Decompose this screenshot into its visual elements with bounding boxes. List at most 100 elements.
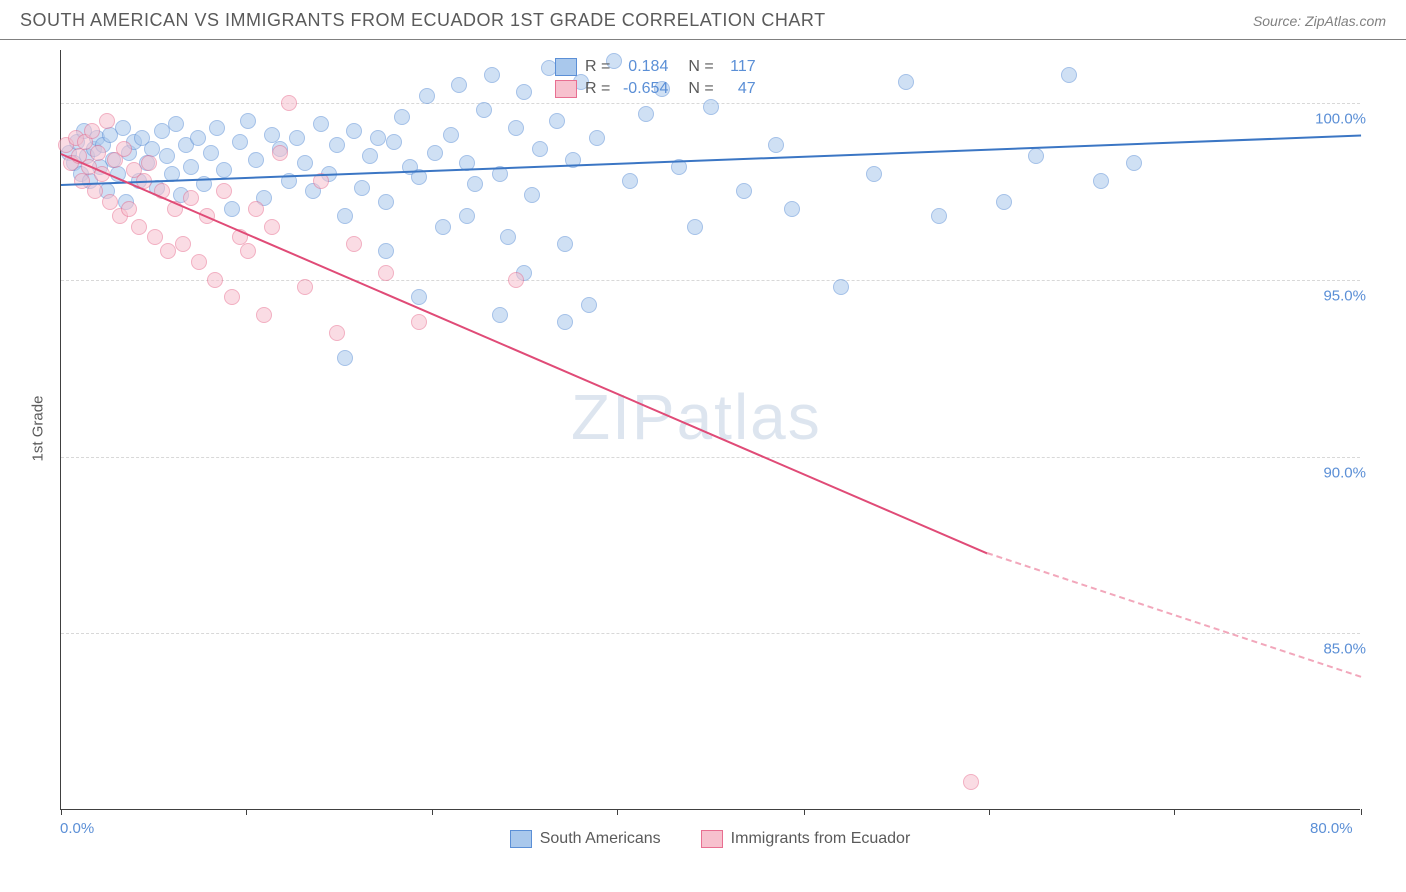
data-point <box>687 219 703 235</box>
data-point <box>866 166 882 182</box>
r-value: -0.654 <box>618 80 668 98</box>
trend-line <box>61 153 988 554</box>
data-point <box>329 325 345 341</box>
legend-bottom: South Americans Immigrants from Ecuador <box>60 822 1360 848</box>
data-point <box>183 190 199 206</box>
data-point <box>116 141 132 157</box>
data-point <box>508 272 524 288</box>
data-point <box>190 130 206 146</box>
data-point <box>451 77 467 93</box>
legend-swatch <box>701 830 723 848</box>
data-point <box>248 152 264 168</box>
data-point <box>784 201 800 217</box>
data-point <box>1093 173 1109 189</box>
data-point <box>337 350 353 366</box>
gridline-h <box>61 633 1360 634</box>
n-label: N = <box>688 80 713 98</box>
x-tick-mark <box>246 809 247 815</box>
data-point <box>996 194 1012 210</box>
data-point <box>224 201 240 217</box>
trend-line-dashed <box>987 552 1361 678</box>
data-point <box>500 229 516 245</box>
legend-item: Immigrants from Ecuador <box>701 830 911 848</box>
data-point <box>115 120 131 136</box>
y-tick-label: 100.0% <box>1313 111 1368 128</box>
x-tick-mark <box>61 809 62 815</box>
data-point <box>931 208 947 224</box>
data-point <box>386 134 402 150</box>
data-point <box>524 187 540 203</box>
data-point <box>329 137 345 153</box>
data-point <box>183 159 199 175</box>
data-point <box>87 183 103 199</box>
data-point <box>378 265 394 281</box>
data-point <box>362 148 378 164</box>
data-point <box>435 219 451 235</box>
data-point <box>768 137 784 153</box>
data-point <box>411 289 427 305</box>
data-point <box>1126 155 1142 171</box>
data-point <box>394 109 410 125</box>
data-point <box>216 162 232 178</box>
correlation-legend-row: R =0.184N =117 <box>555 58 756 76</box>
plot-area: 85.0%90.0%95.0%100.0%ZIPatlasR =0.184N =… <box>60 50 1360 810</box>
data-point <box>224 289 240 305</box>
data-point <box>272 145 288 161</box>
data-point <box>833 279 849 295</box>
data-point <box>581 297 597 313</box>
data-point <box>346 236 362 252</box>
data-point <box>131 219 147 235</box>
r-label: R = <box>585 80 610 98</box>
legend-swatch <box>510 830 532 848</box>
data-point <box>898 74 914 90</box>
x-tick-mark <box>989 809 990 815</box>
data-point <box>557 236 573 252</box>
data-point <box>516 84 532 100</box>
data-point <box>492 307 508 323</box>
data-point <box>102 194 118 210</box>
data-point <box>168 116 184 132</box>
data-point <box>141 155 157 171</box>
data-point <box>154 123 170 139</box>
data-point <box>191 254 207 270</box>
data-point <box>378 243 394 259</box>
legend-item: South Americans <box>510 830 661 848</box>
data-point <box>467 176 483 192</box>
x-tick-mark <box>432 809 433 815</box>
data-point <box>508 120 524 136</box>
gridline-h <box>61 457 1360 458</box>
data-point <box>281 95 297 111</box>
n-label: N = <box>688 58 713 76</box>
data-point <box>736 183 752 199</box>
data-point <box>216 183 232 199</box>
legend-swatch <box>555 58 577 76</box>
data-point <box>264 219 280 235</box>
r-value: 0.184 <box>618 58 668 76</box>
correlation-legend-row: R = -0.654 N = 47 <box>555 80 756 98</box>
chart-container: 1st Grade 85.0%90.0%95.0%100.0%ZIPatlasR… <box>60 50 1386 810</box>
data-point <box>1061 67 1077 83</box>
data-point <box>313 116 329 132</box>
x-tick-mark <box>1174 809 1175 815</box>
data-point <box>232 134 248 150</box>
data-point <box>354 180 370 196</box>
data-point <box>532 141 548 157</box>
data-point <box>638 106 654 122</box>
y-tick-label: 85.0% <box>1321 641 1368 658</box>
data-point <box>159 148 175 164</box>
legend-swatch <box>555 80 577 98</box>
data-point <box>240 113 256 129</box>
data-point <box>557 314 573 330</box>
gridline-h <box>61 280 1360 281</box>
correlation-legend: R =0.184N =117R =-0.654N =47 <box>555 58 756 98</box>
data-point <box>203 145 219 161</box>
data-point <box>427 145 443 161</box>
data-point <box>175 236 191 252</box>
data-point <box>90 145 106 161</box>
data-point <box>289 130 305 146</box>
data-point <box>256 307 272 323</box>
n-value: 47 <box>722 80 756 98</box>
data-point <box>346 123 362 139</box>
data-point <box>1028 148 1044 164</box>
chart-header: SOUTH AMERICAN VS IMMIGRANTS FROM ECUADO… <box>0 0 1406 40</box>
